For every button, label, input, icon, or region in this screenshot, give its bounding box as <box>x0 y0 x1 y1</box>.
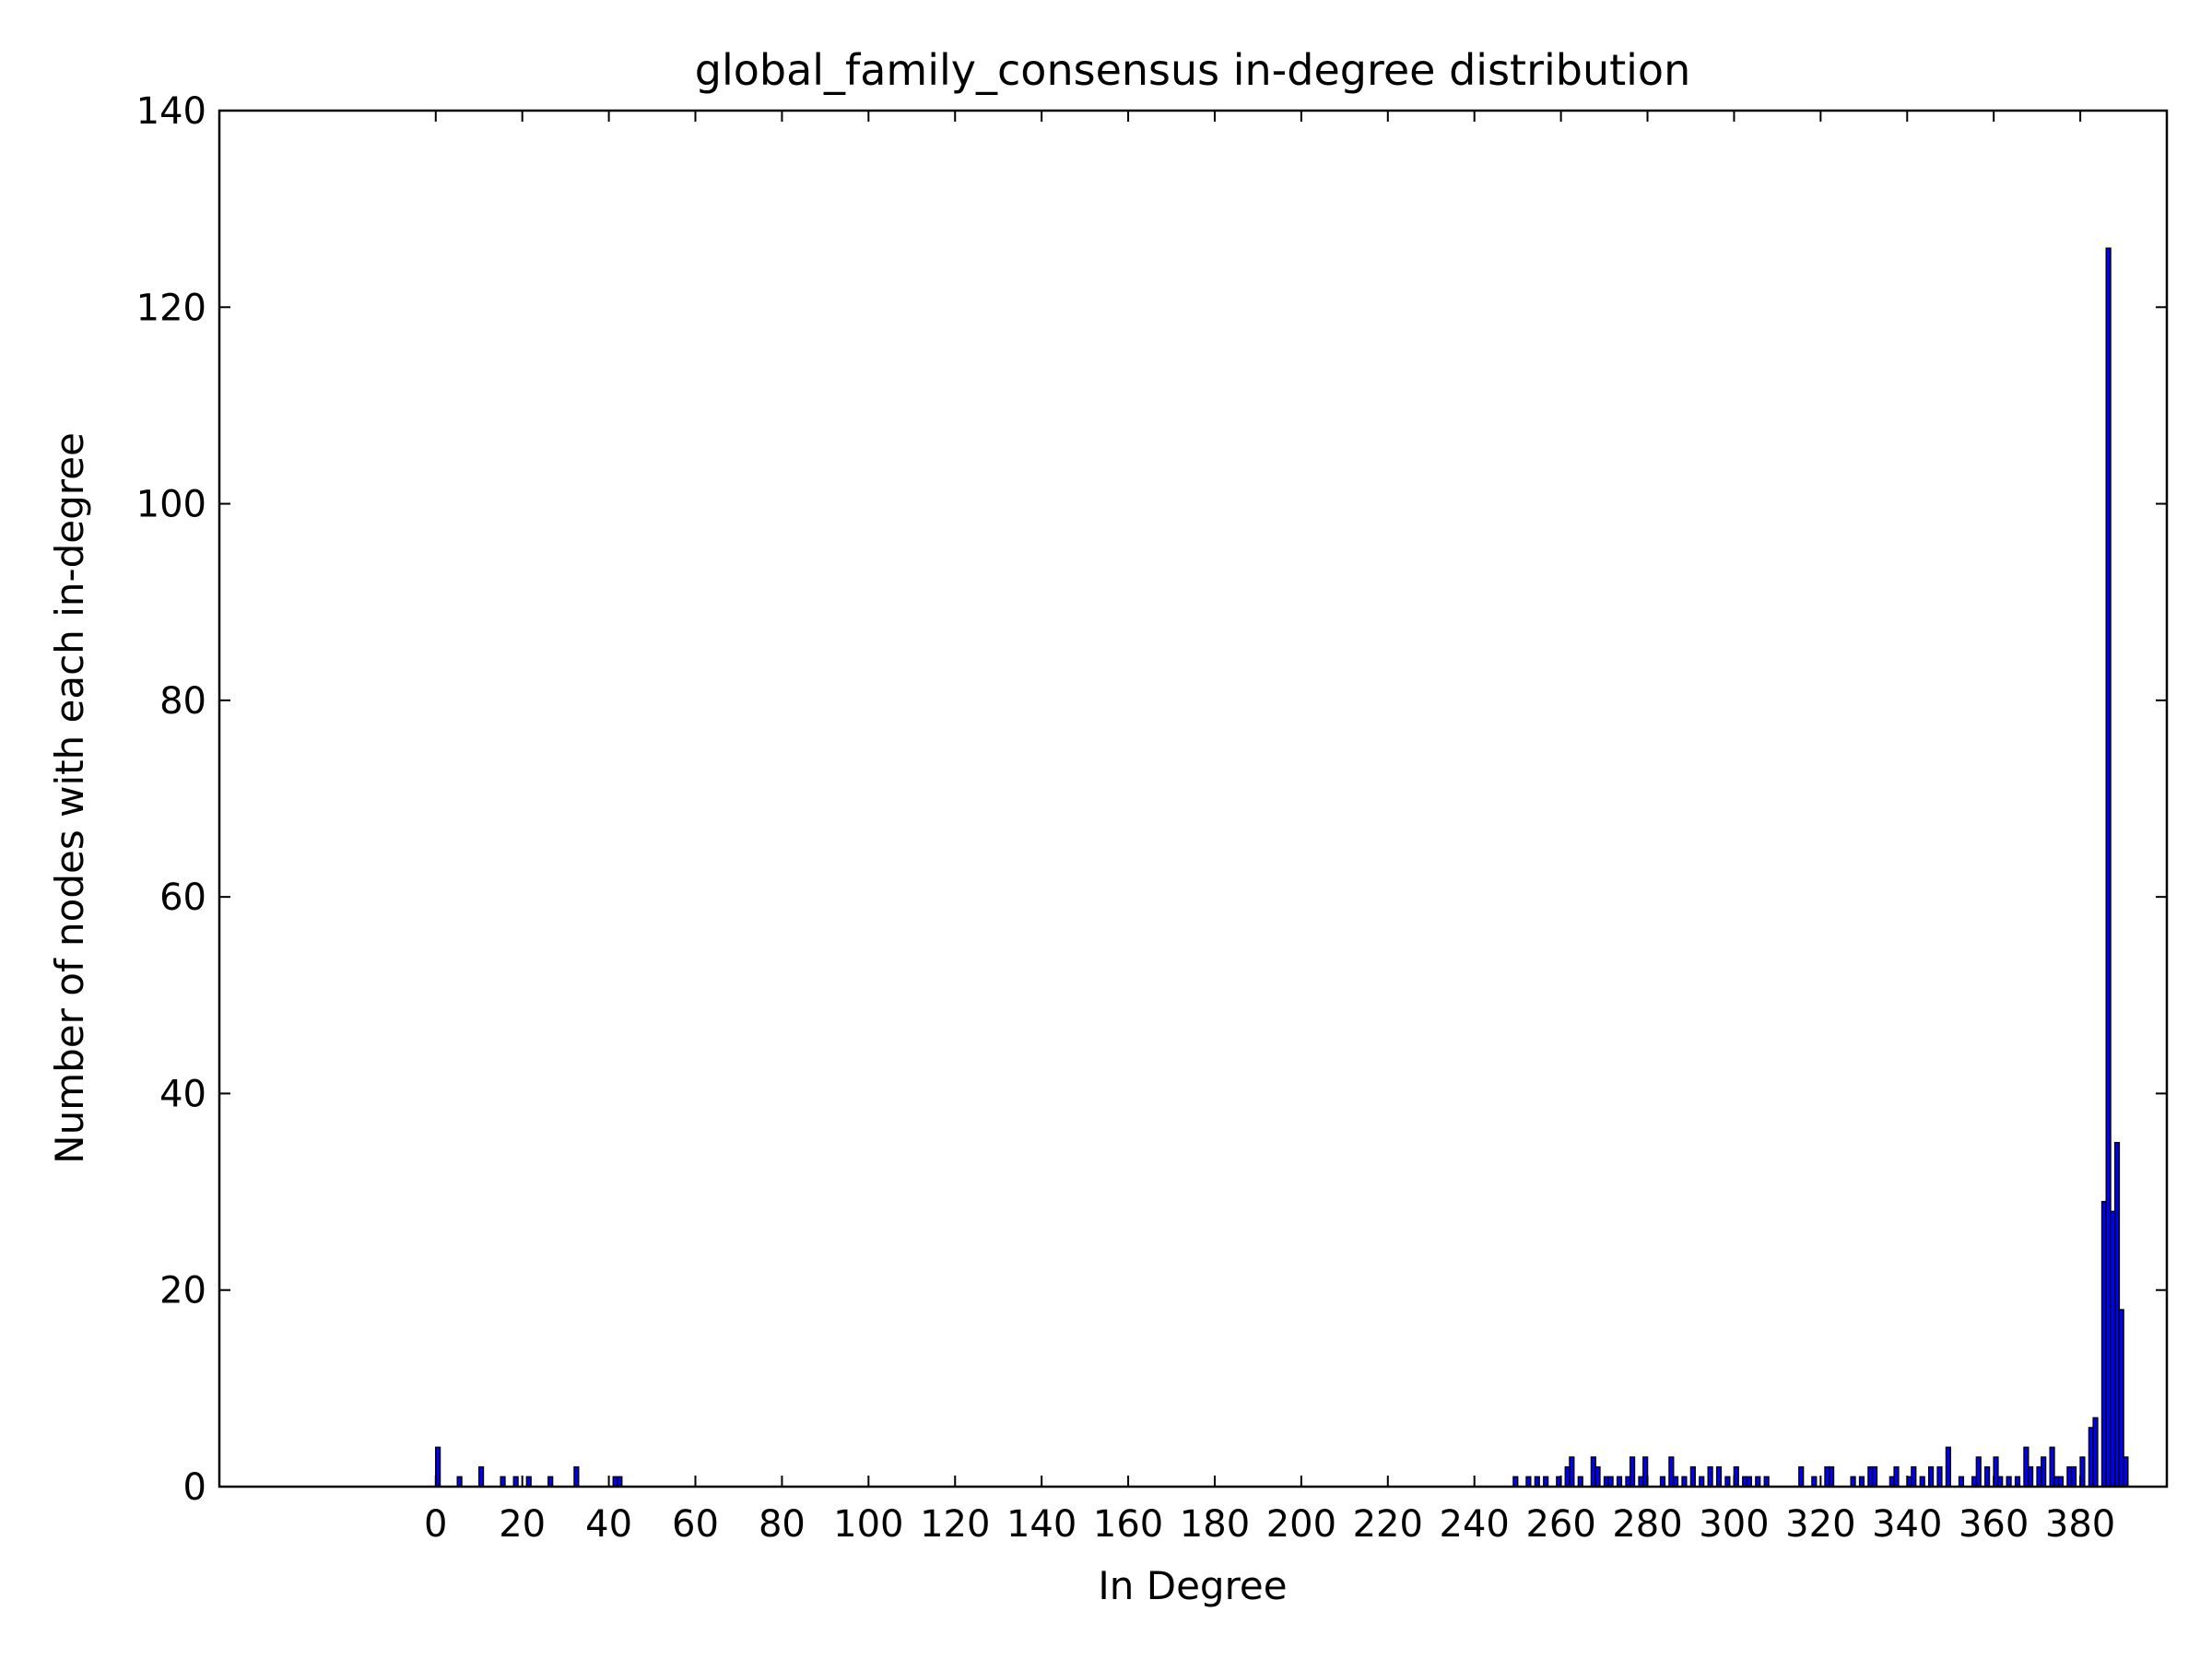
bar <box>1594 1465 1601 1488</box>
x-axis-label: In Degree <box>1098 1563 1287 1608</box>
bar <box>2014 1476 2021 1488</box>
x-tick-label: 40 <box>585 1503 632 1546</box>
bar <box>1997 1476 2004 1488</box>
bar <box>1724 1476 1731 1488</box>
bars <box>435 247 2129 1488</box>
y-axis-label: Number of nodes with each in-degree <box>47 432 92 1164</box>
bar <box>1798 1465 1805 1488</box>
bar <box>525 1476 532 1488</box>
x-tick-label: 300 <box>1699 1503 1769 1546</box>
bar <box>1512 1476 1519 1488</box>
bar <box>2057 1476 2065 1488</box>
bar <box>1911 1465 1917 1488</box>
bar <box>1958 1476 1965 1488</box>
bar <box>2041 1456 2047 1488</box>
bar <box>2006 1476 2012 1488</box>
x-tick-label: 0 <box>424 1503 447 1546</box>
bar <box>1746 1476 1752 1488</box>
x-tick-label: 140 <box>1006 1503 1077 1546</box>
bar <box>1975 1456 1982 1488</box>
bar <box>1850 1476 1856 1488</box>
bar <box>2123 1456 2129 1488</box>
bar <box>477 1465 485 1488</box>
bar <box>2092 1417 2099 1488</box>
x-tick-label: 360 <box>1959 1503 2029 1546</box>
bar <box>456 1476 463 1488</box>
bar <box>1755 1476 1761 1488</box>
bar <box>573 1465 580 1488</box>
bar <box>1715 1465 1723 1488</box>
bar <box>1811 1476 1818 1488</box>
bar <box>1659 1476 1666 1488</box>
y-tick-label: 140 <box>136 90 206 133</box>
x-tick-label: 80 <box>759 1503 806 1546</box>
bar <box>1616 1476 1623 1488</box>
bar <box>617 1476 623 1488</box>
bar <box>1919 1476 1925 1488</box>
bar <box>1543 1476 1549 1488</box>
bar <box>1534 1476 1540 1488</box>
x-tick-label: 240 <box>1440 1503 1510 1546</box>
x-tick-label: 20 <box>499 1503 546 1546</box>
x-tick-label: 180 <box>1180 1503 1250 1546</box>
x-tick-label: 100 <box>833 1503 903 1546</box>
y-tick-label: 60 <box>159 877 206 919</box>
bar <box>2070 1465 2077 1488</box>
bar <box>1927 1465 1935 1488</box>
y-tick-label: 80 <box>159 680 206 723</box>
bar <box>1689 1465 1696 1488</box>
x-tick-label: 340 <box>1872 1503 1942 1546</box>
y-tick-label: 20 <box>159 1270 206 1312</box>
x-tick-label: 60 <box>672 1503 719 1546</box>
bar <box>500 1476 506 1488</box>
y-tick-label: 40 <box>159 1073 206 1115</box>
bar <box>1577 1476 1583 1488</box>
bar <box>1763 1476 1770 1488</box>
bar <box>1984 1465 1991 1488</box>
bar <box>1672 1476 1679 1488</box>
bar <box>1525 1476 1532 1488</box>
plot-frame <box>218 109 2169 1488</box>
bar <box>1707 1465 1713 1488</box>
bar <box>1936 1465 1943 1488</box>
bar <box>1681 1476 1688 1488</box>
x-tick-label: 280 <box>1612 1503 1682 1546</box>
bar <box>1699 1476 1705 1488</box>
bar <box>1945 1446 1951 1488</box>
x-tick-label: 200 <box>1266 1503 1336 1546</box>
ticks: 0 20 40 60 80 100 120 140 0 20 40 60 80 100 120 140 160 1… <box>136 90 2167 1546</box>
bar <box>1858 1476 1865 1488</box>
bar <box>1630 1456 1636 1488</box>
bar <box>2027 1465 2034 1488</box>
x-tick-label: 220 <box>1353 1503 1423 1546</box>
y-tick-label: 0 <box>183 1466 206 1509</box>
bar <box>1893 1465 1900 1488</box>
bar <box>512 1476 519 1488</box>
bar <box>1607 1476 1614 1488</box>
bar <box>1828 1465 1835 1488</box>
x-tick-label: 380 <box>2045 1503 2115 1546</box>
bar <box>1871 1465 1878 1488</box>
x-tick-label: 160 <box>1093 1503 1163 1546</box>
y-tick-label: 120 <box>136 287 206 329</box>
x-tick-label: 120 <box>920 1503 990 1546</box>
bar <box>1569 1456 1575 1488</box>
bar <box>547 1476 554 1488</box>
y-tick-label: 100 <box>136 484 206 526</box>
x-tick-label: 260 <box>1525 1503 1595 1546</box>
x-tick-label: 320 <box>1785 1503 1855 1546</box>
chart-title: global_family_consensus in-degree distri… <box>695 45 1690 95</box>
